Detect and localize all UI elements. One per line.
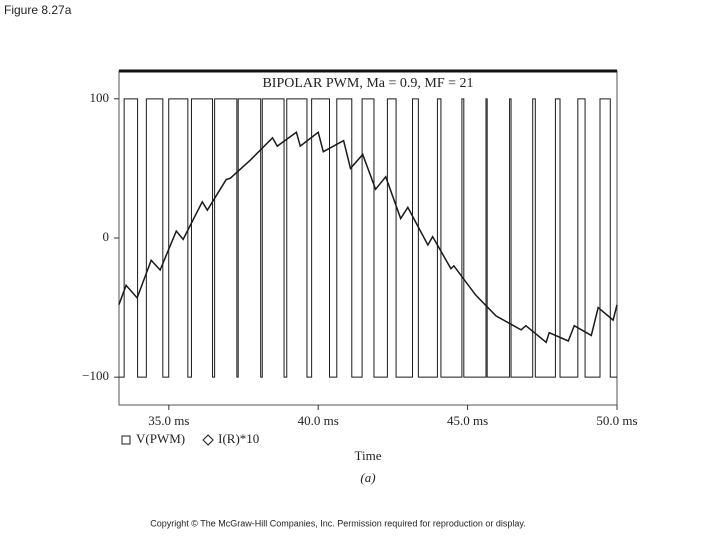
legend-label: I(R)*10 (218, 431, 259, 446)
legend-marker (121, 435, 131, 445)
x-tick-label: 40.0 ms (298, 413, 339, 428)
legend-marker (202, 434, 214, 446)
x-tick-label: 45.0 ms (447, 413, 488, 428)
legend-label: V(PWM) (136, 431, 185, 446)
y-tick-label: −100 (82, 368, 109, 383)
y-tick-label: 0 (103, 229, 110, 244)
copyright: Copyright © The McGraw-Hill Companies, I… (150, 518, 525, 528)
plot-frame (118, 70, 618, 406)
series-line (119, 98, 617, 378)
x-tick-label: 35.0 ms (148, 413, 189, 428)
series-line (118, 130, 618, 344)
y-tick-label: 100 (90, 90, 110, 105)
chart-title: BIPOLAR PWM, Ma = 0.9, MF = 21 (262, 76, 473, 91)
x-axis-label: Time (355, 448, 382, 463)
figure-label: Figure 8.27a (4, 3, 72, 17)
x-tick-label: 50.0 ms (596, 413, 637, 428)
panel-label: (a) (360, 470, 375, 485)
